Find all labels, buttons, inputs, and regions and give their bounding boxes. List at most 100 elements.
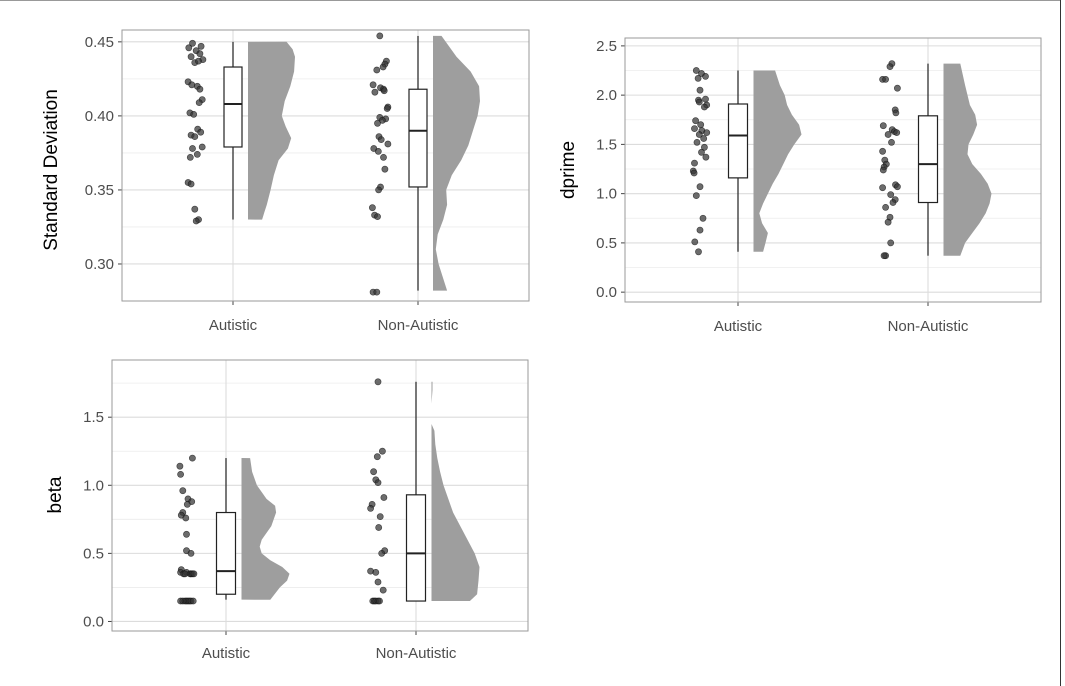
data-point [695,131,703,138]
data-point [380,153,387,161]
density-shape [433,35,480,291]
data-point [189,597,197,605]
data-point [196,85,204,93]
data-point [197,42,205,50]
y-tick-label: 0.45 [85,34,114,51]
data-point [373,453,381,461]
data-point [378,550,386,557]
y-tick-label: 1.0 [596,186,617,203]
data-point [191,205,199,213]
data-point [894,84,901,92]
data-point [694,75,702,82]
data-point [696,226,704,234]
data-point [887,239,895,247]
data-point [691,238,699,246]
data-point [183,500,191,508]
data-point [690,169,698,177]
data-point [692,67,700,74]
data-point [370,468,377,476]
data-point [691,159,698,167]
x-tick-label: Non-Autistic [888,318,969,335]
data-point [193,150,201,158]
data-point [879,147,886,155]
y-tick-label: 0.40 [85,108,114,125]
plot-background [625,38,1041,302]
data-point [384,140,392,148]
data-point [884,131,892,138]
data-point [371,88,379,96]
data-point [699,214,707,222]
data-point [186,153,194,161]
data-point [176,462,184,470]
box [215,511,237,595]
data-point [374,378,382,386]
box [223,66,243,148]
data-point [702,153,710,161]
data-point [696,183,704,191]
data-point [372,569,380,576]
data-point [182,514,190,522]
data-point [373,288,381,296]
data-point [375,524,383,531]
data-point [879,184,886,192]
data-point [183,530,190,538]
data-point [374,119,381,127]
data-point [378,116,386,124]
data-point [886,63,894,70]
data-point [879,122,887,130]
data-point [892,109,900,117]
data-point [887,191,895,198]
data-point [702,95,709,103]
x-tick-label: Autistic [202,645,251,662]
data-point [691,125,698,133]
data-point [701,103,708,111]
data-point [700,135,708,142]
data-point [377,136,385,143]
density-shape [753,70,802,252]
data-point [189,145,196,152]
panel-border [121,29,530,302]
data-point [195,57,202,65]
y-tick-label: 0.0 [596,284,617,301]
data-point [702,73,709,80]
y-tick-label: 2.5 [596,38,617,55]
data-point [879,166,887,174]
box [408,88,428,188]
data-point [692,117,699,125]
y-tick-label: 0.0 [83,613,104,630]
data-point [185,44,193,52]
data-point [696,86,704,94]
y-tick-label: 0.30 [85,256,114,273]
data-point [698,148,705,156]
box [727,103,749,179]
data-point [195,99,203,106]
data-point [882,76,889,83]
box [405,494,427,602]
data-point [894,183,901,191]
data-point [375,186,382,194]
y-tick-label: 0.5 [596,235,617,252]
y-tick-label: 1.5 [596,136,617,153]
data-point [692,192,700,199]
data-point [378,447,386,455]
density-shape [431,381,480,602]
data-point [695,248,702,256]
data-point [374,147,382,155]
y-tick-label: 1.5 [83,409,104,426]
data-point [367,504,374,512]
data-point [190,570,198,578]
data-point [374,479,382,486]
data-point [376,513,384,520]
data-point [197,128,205,136]
data-point [695,98,703,106]
data-point [379,586,387,594]
x-tick-label: Autistic [209,317,258,334]
beta-panel: 0.0 0.5 1.0 1.5 Autistic Non-Autistic beta [45,359,529,662]
data-point [693,138,701,146]
data-point [187,550,195,557]
dprime-panel: 0.0 0.5 1.0 1.5 2.0 2.5 Autistic Non-Autistic dp… [558,37,1042,335]
data-point [703,129,711,136]
data-point [383,105,391,112]
data-point [701,143,708,151]
y-tick-label: 0.5 [83,545,104,562]
